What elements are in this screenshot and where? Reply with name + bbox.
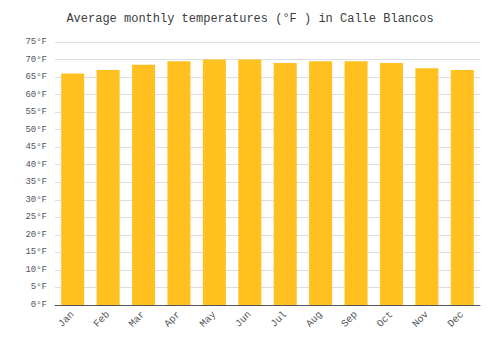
svg-text:Aug: Aug	[304, 309, 324, 329]
svg-text:35°F: 35°F	[25, 177, 47, 187]
svg-text:Feb: Feb	[92, 309, 112, 329]
svg-text:20°F: 20°F	[25, 230, 47, 240]
svg-text:Nov: Nov	[410, 309, 430, 329]
svg-text:70°F: 70°F	[25, 55, 47, 65]
svg-text:May: May	[198, 309, 218, 329]
svg-text:10°F: 10°F	[25, 265, 47, 275]
svg-text:15°F: 15°F	[25, 247, 47, 257]
svg-text:40°F: 40°F	[25, 160, 47, 170]
svg-text:Average monthly temperatures (: Average monthly temperatures (°F ) in Ca…	[66, 12, 433, 26]
svg-text:65°F: 65°F	[25, 72, 47, 82]
svg-text:Dec: Dec	[446, 309, 466, 329]
svg-text:50°F: 50°F	[25, 125, 47, 135]
svg-text:0°F: 0°F	[31, 300, 47, 310]
svg-text:45°F: 45°F	[25, 142, 47, 152]
svg-text:Jul: Jul	[269, 309, 289, 329]
svg-text:Jun: Jun	[233, 309, 253, 329]
svg-text:Oct: Oct	[375, 309, 395, 329]
svg-text:55°F: 55°F	[25, 107, 47, 117]
svg-text:75°F: 75°F	[25, 37, 47, 47]
svg-text:60°F: 60°F	[25, 90, 47, 100]
svg-text:Jan: Jan	[56, 309, 76, 329]
svg-text:5°F: 5°F	[31, 282, 47, 292]
svg-text:30°F: 30°F	[25, 195, 47, 205]
svg-text:Mar: Mar	[127, 309, 147, 329]
svg-text:25°F: 25°F	[25, 212, 47, 222]
svg-text:Apr: Apr	[162, 309, 182, 329]
svg-text:Sep: Sep	[339, 309, 359, 329]
